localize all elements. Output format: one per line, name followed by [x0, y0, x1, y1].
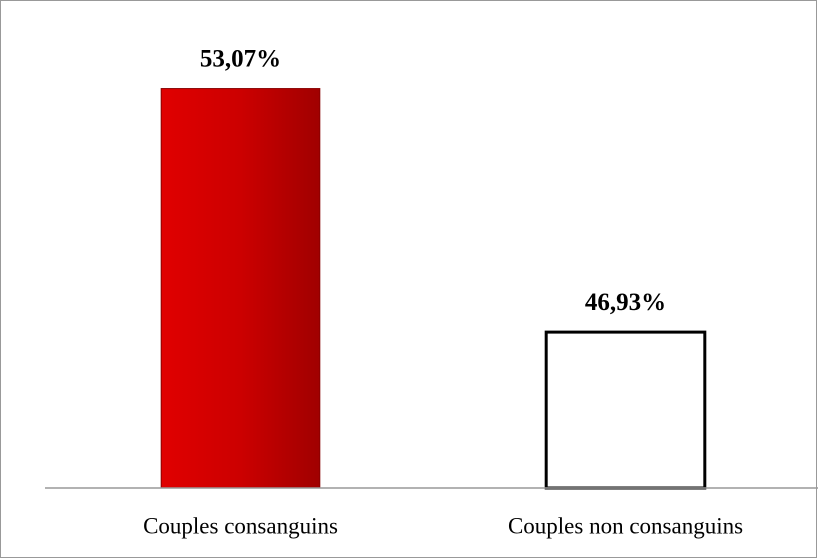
x-tick-label: Couples non consanguins — [508, 513, 743, 538]
x-tick-label: Couples consanguins — [143, 513, 338, 538]
bar — [544, 330, 707, 490]
value-label: 46,93% — [585, 289, 666, 316]
value-label: 53,07% — [200, 45, 281, 72]
bar — [160, 88, 321, 489]
